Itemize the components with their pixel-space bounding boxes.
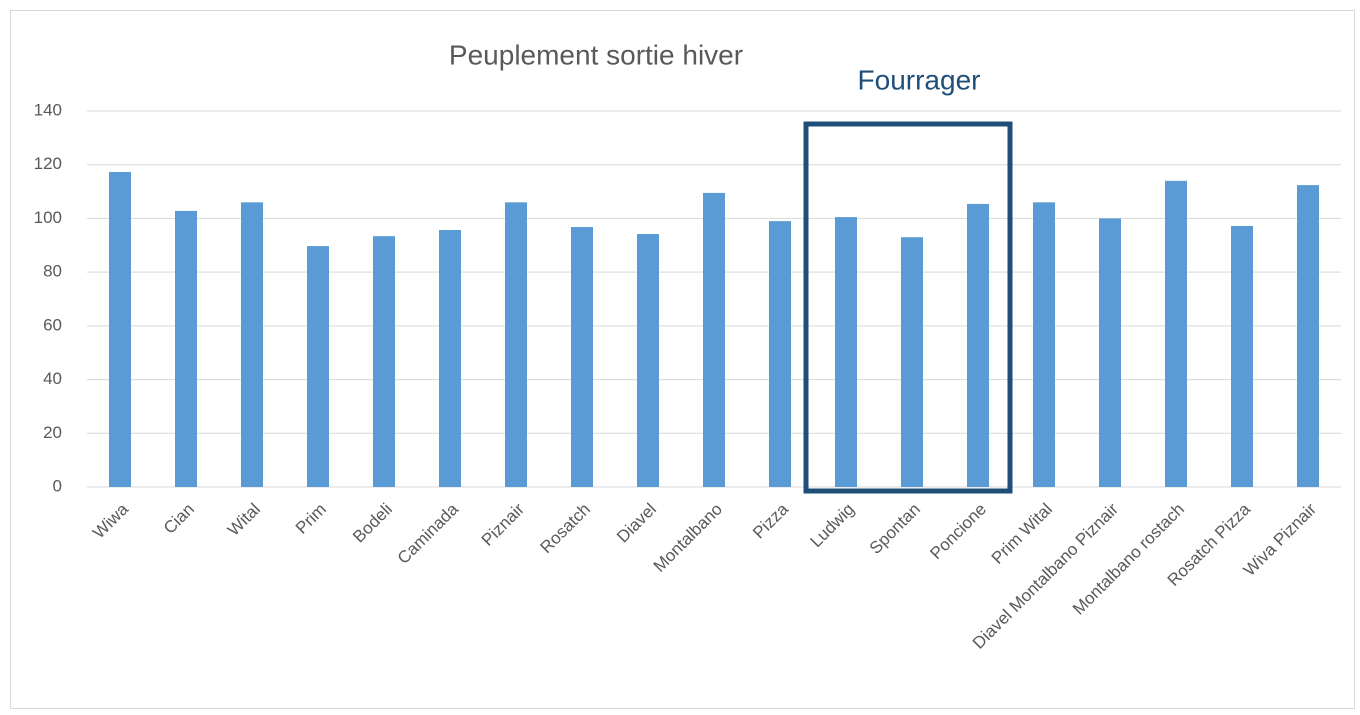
y-tick-label: 100 (34, 208, 62, 227)
y-tick-label: 40 (43, 369, 62, 388)
bar (175, 210, 197, 487)
bar (1099, 218, 1121, 487)
bar (901, 237, 923, 487)
bar (1297, 185, 1319, 487)
bar (109, 171, 131, 488)
bar (769, 221, 791, 487)
bar (967, 203, 989, 487)
y-tick-label: 20 (43, 423, 62, 442)
bar (703, 192, 725, 487)
y-tick-label: 140 (34, 100, 62, 119)
bar (571, 227, 593, 487)
chart-title: Peuplement sortie hiver (449, 39, 743, 70)
bar (241, 202, 263, 488)
chart-border (10, 10, 1355, 709)
annotation-label: Fourrager (858, 64, 981, 95)
bar (505, 202, 527, 488)
y-tick-label: 80 (43, 262, 62, 281)
bar (439, 229, 461, 487)
bar (1033, 202, 1055, 488)
bar (307, 246, 329, 487)
bar (373, 236, 395, 487)
bar (637, 234, 659, 487)
annotation-box (803, 121, 1013, 494)
y-tick-label: 120 (34, 154, 62, 173)
bar (1165, 180, 1187, 488)
bar (1231, 225, 1253, 487)
y-tick-label: 60 (43, 315, 62, 334)
bar (835, 217, 857, 488)
y-tick-label: 0 (53, 476, 62, 495)
